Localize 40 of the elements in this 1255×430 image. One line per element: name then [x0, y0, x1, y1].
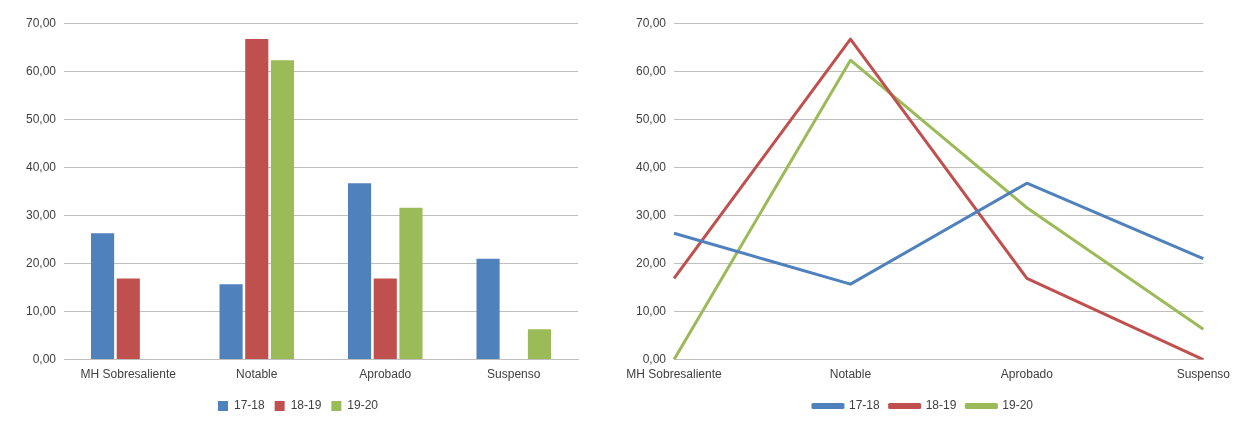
legend-label: 17-18 — [233, 398, 265, 413]
bar — [527, 329, 552, 360]
bar — [219, 284, 243, 360]
y-tick-label: 30,00 — [26, 207, 57, 222]
y-tick-label: 70,00 — [26, 15, 57, 30]
x-tick-label: Aprobado — [1000, 367, 1054, 382]
y-tick-label: 10,00 — [26, 303, 57, 318]
y-tick-label: 30,00 — [636, 207, 667, 222]
legend-label: 19-20 — [1002, 398, 1034, 413]
legend-label: 18-19 — [925, 398, 957, 413]
y-tick-label: 0,00 — [642, 351, 667, 366]
x-tick-label: Suspenso — [1176, 367, 1231, 382]
legend-label: 19-20 — [347, 398, 379, 413]
x-tick-label: Aprobado — [359, 367, 412, 382]
bar — [476, 258, 500, 360]
bar — [245, 39, 269, 360]
bar — [91, 233, 115, 360]
bar — [348, 183, 372, 360]
x-tick-label: Notable — [236, 367, 278, 382]
legend-label: 17-18 — [848, 398, 880, 413]
y-tick-label: 20,00 — [636, 255, 667, 270]
x-tick-label: Notable — [829, 367, 872, 382]
x-tick-label: MH Sobresaliente — [626, 367, 723, 382]
y-tick-label: 40,00 — [26, 159, 57, 174]
y-tick-label: 60,00 — [26, 63, 57, 78]
y-tick-label: 0,00 — [32, 351, 57, 366]
x-tick-label: MH Sobresaliente — [80, 367, 177, 382]
bar — [116, 278, 140, 360]
bar — [399, 207, 423, 360]
y-tick-label: 40,00 — [636, 159, 667, 174]
y-tick-label: 10,00 — [636, 303, 667, 318]
y-tick-label: 70,00 — [636, 15, 667, 30]
x-tick-label: Suspenso — [487, 367, 541, 382]
legend-label: 18-19 — [290, 398, 322, 413]
y-tick-label: 50,00 — [636, 111, 667, 126]
y-tick-label: 50,00 — [26, 111, 57, 126]
y-tick-label: 20,00 — [26, 255, 57, 270]
bar — [270, 60, 295, 360]
bar — [373, 278, 397, 360]
y-tick-label: 60,00 — [636, 63, 667, 78]
